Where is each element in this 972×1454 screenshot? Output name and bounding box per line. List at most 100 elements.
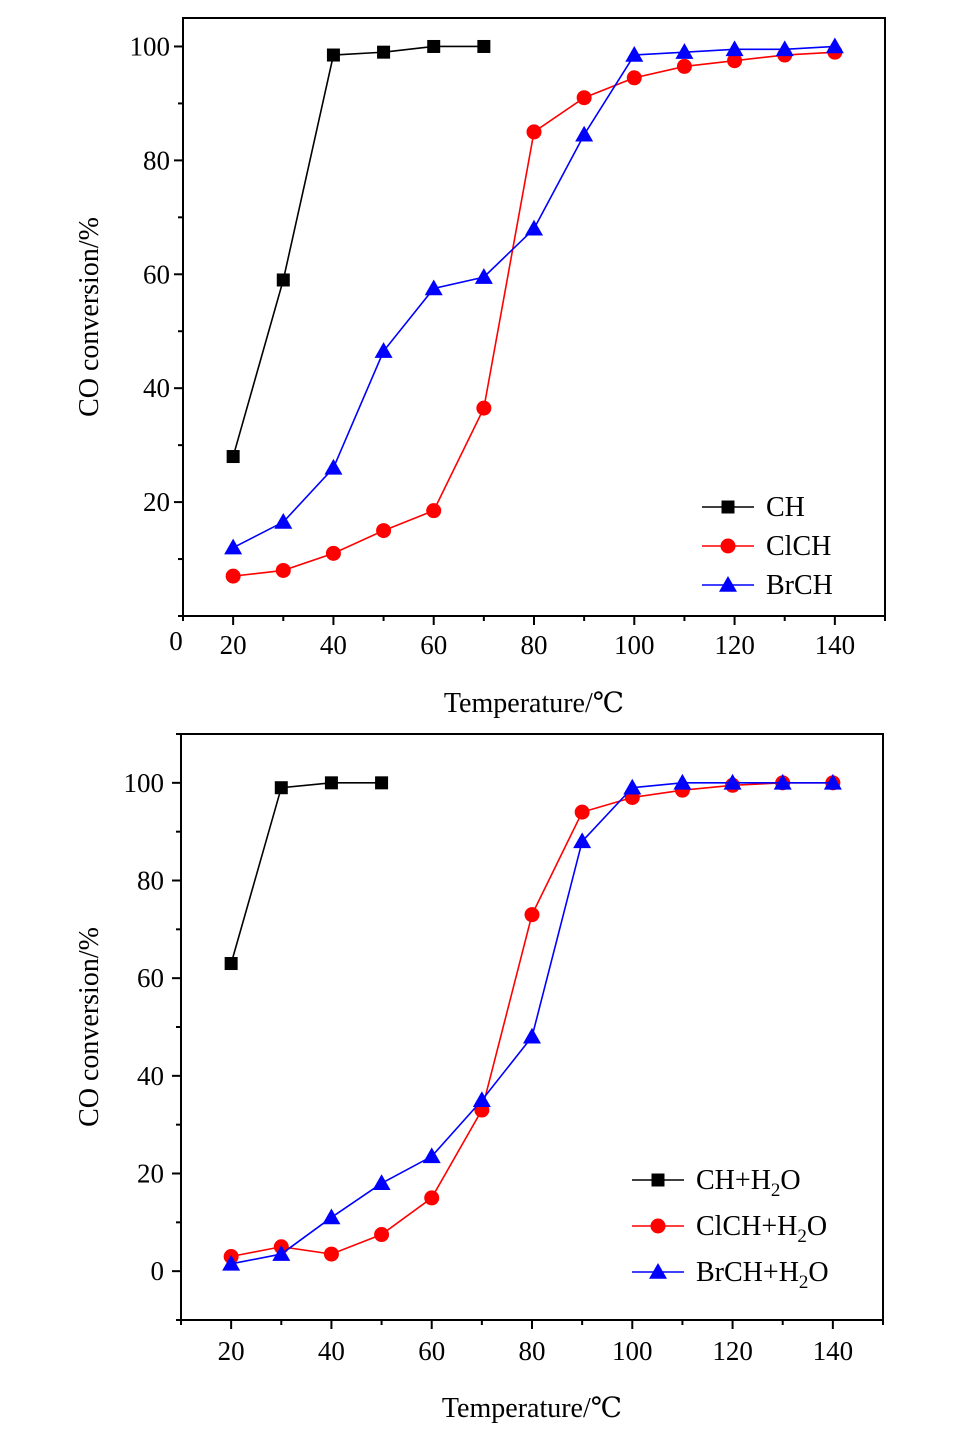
series-triangle — [224, 37, 844, 555]
data-point-square — [274, 781, 288, 795]
legend-label: ClCH — [766, 531, 831, 562]
data-point-circle — [526, 124, 542, 140]
data-point-square — [226, 450, 240, 464]
y-tick-label: 100 — [124, 768, 165, 798]
data-point-square — [324, 776, 338, 790]
data-point-square — [427, 39, 441, 53]
x-tick-label: 120 — [714, 630, 755, 660]
data-point-square — [276, 273, 290, 287]
data-point-circle — [574, 804, 590, 820]
data-point-square — [377, 45, 391, 59]
y-tick-label: 100 — [130, 31, 171, 61]
data-point-triangle — [623, 778, 642, 795]
data-point-triangle — [274, 513, 293, 529]
chart-1: 20 40 60 80 100 120 140 20 40 60 80 100 0 Temperature… — [74, 17, 886, 719]
data-point-circle — [225, 568, 241, 584]
x-tick-label: 100 — [612, 1336, 653, 1366]
data-point-square — [326, 48, 340, 62]
legend-marker-triangle — [719, 576, 737, 592]
legend-entry: BrCH+H2O — [632, 1257, 829, 1293]
x-tick-label: 60 — [418, 1336, 445, 1366]
legend-marker-circle — [650, 1218, 666, 1234]
legend-entry: ClCH — [702, 531, 831, 562]
data-point-triangle — [575, 125, 594, 142]
data-point-triangle — [422, 1147, 441, 1164]
data-point-circle — [275, 562, 291, 578]
data-point-triangle — [773, 773, 792, 790]
y-tick-label: 80 — [137, 866, 164, 896]
legend-entry: BrCH — [702, 570, 833, 601]
data-point-triangle — [823, 773, 842, 790]
legend-entry: CH — [702, 492, 805, 523]
data-point-triangle — [723, 773, 742, 790]
y-tick-label: 60 — [137, 963, 164, 993]
legend-entry: CH+H2O — [632, 1165, 801, 1201]
x-axis-title: Temperature/℃ — [444, 688, 624, 719]
y-tick-label: 0 — [151, 1256, 165, 1286]
legend-marker-circle — [720, 538, 736, 554]
series-square — [224, 776, 389, 971]
y-tick-label: 40 — [143, 373, 170, 403]
x-tick-label: 40 — [320, 630, 347, 660]
data-point-triangle — [322, 1208, 341, 1225]
data-point-circle — [426, 503, 442, 519]
data-point-triangle — [625, 46, 644, 62]
x-tick-label: 20 — [218, 1336, 245, 1366]
series-triangle — [222, 773, 842, 1271]
data-point-triangle — [523, 1027, 541, 1044]
data-point-square — [477, 39, 491, 53]
data-point-triangle — [673, 773, 692, 790]
y-tick-label: 60 — [143, 259, 170, 289]
y-axis-title: CO conversion/% — [74, 217, 105, 417]
data-point-triangle — [525, 219, 543, 236]
legend-entry: ClCH+H2O — [632, 1211, 827, 1247]
data-point-triangle — [372, 1174, 391, 1191]
data-point-triangle — [424, 279, 443, 296]
data-point-square — [224, 957, 238, 971]
legend-label: ClCH+H2O — [696, 1211, 827, 1247]
series-line — [232, 45, 835, 549]
data-point-triangle — [224, 538, 243, 555]
data-point-triangle — [374, 342, 393, 358]
data-point-triangle — [472, 1091, 491, 1107]
data-point-triangle — [272, 1245, 291, 1261]
data-point-circle — [576, 90, 592, 106]
data-point-triangle — [324, 458, 343, 475]
legend-label: CH — [766, 492, 805, 523]
series-circle — [225, 44, 843, 584]
data-point-circle — [424, 1190, 440, 1206]
data-point-circle — [374, 1227, 390, 1243]
x-tick-label: 20 — [220, 630, 247, 660]
legend-label: CH+H2O — [696, 1165, 801, 1201]
x-tick-label: 40 — [318, 1336, 345, 1366]
y-tick-label: 20 — [143, 487, 170, 517]
chart-2: 20 40 60 80 100 120 140 0 20 40 60 80 100 Temperature… — [74, 733, 884, 1424]
data-point-triangle — [825, 37, 844, 54]
data-point-circle — [626, 70, 642, 86]
legend-label: BrCH — [766, 570, 833, 601]
x-tick-label: 100 — [614, 630, 655, 660]
origin-tick-label: 0 — [169, 626, 183, 656]
legend-marker-square — [651, 1173, 665, 1187]
x-tick-label: 120 — [712, 1336, 753, 1366]
data-point-triangle — [474, 268, 493, 284]
legend-label: BrCH+H2O — [696, 1257, 829, 1293]
x-tick-label: 80 — [519, 1336, 546, 1366]
data-point-triangle — [775, 40, 794, 57]
series-line — [232, 45, 484, 457]
x-tick-label: 80 — [521, 630, 548, 660]
x-axis-title: Temperature/℃ — [442, 1393, 622, 1424]
y-axis-title: CO conversion/% — [74, 927, 105, 1127]
x-tick-label: 140 — [815, 630, 856, 660]
series-line — [230, 782, 382, 964]
y-tick-label: 80 — [143, 145, 170, 175]
series-square — [226, 39, 491, 464]
data-point-triangle — [222, 1254, 241, 1271]
legend-marker-square — [721, 500, 735, 514]
y-tick-label: 40 — [137, 1061, 164, 1091]
data-point-circle — [727, 53, 743, 69]
data-point-circle — [323, 1246, 339, 1262]
y-tick-label: 20 — [137, 1159, 164, 1189]
x-tick-label: 140 — [813, 1336, 854, 1366]
